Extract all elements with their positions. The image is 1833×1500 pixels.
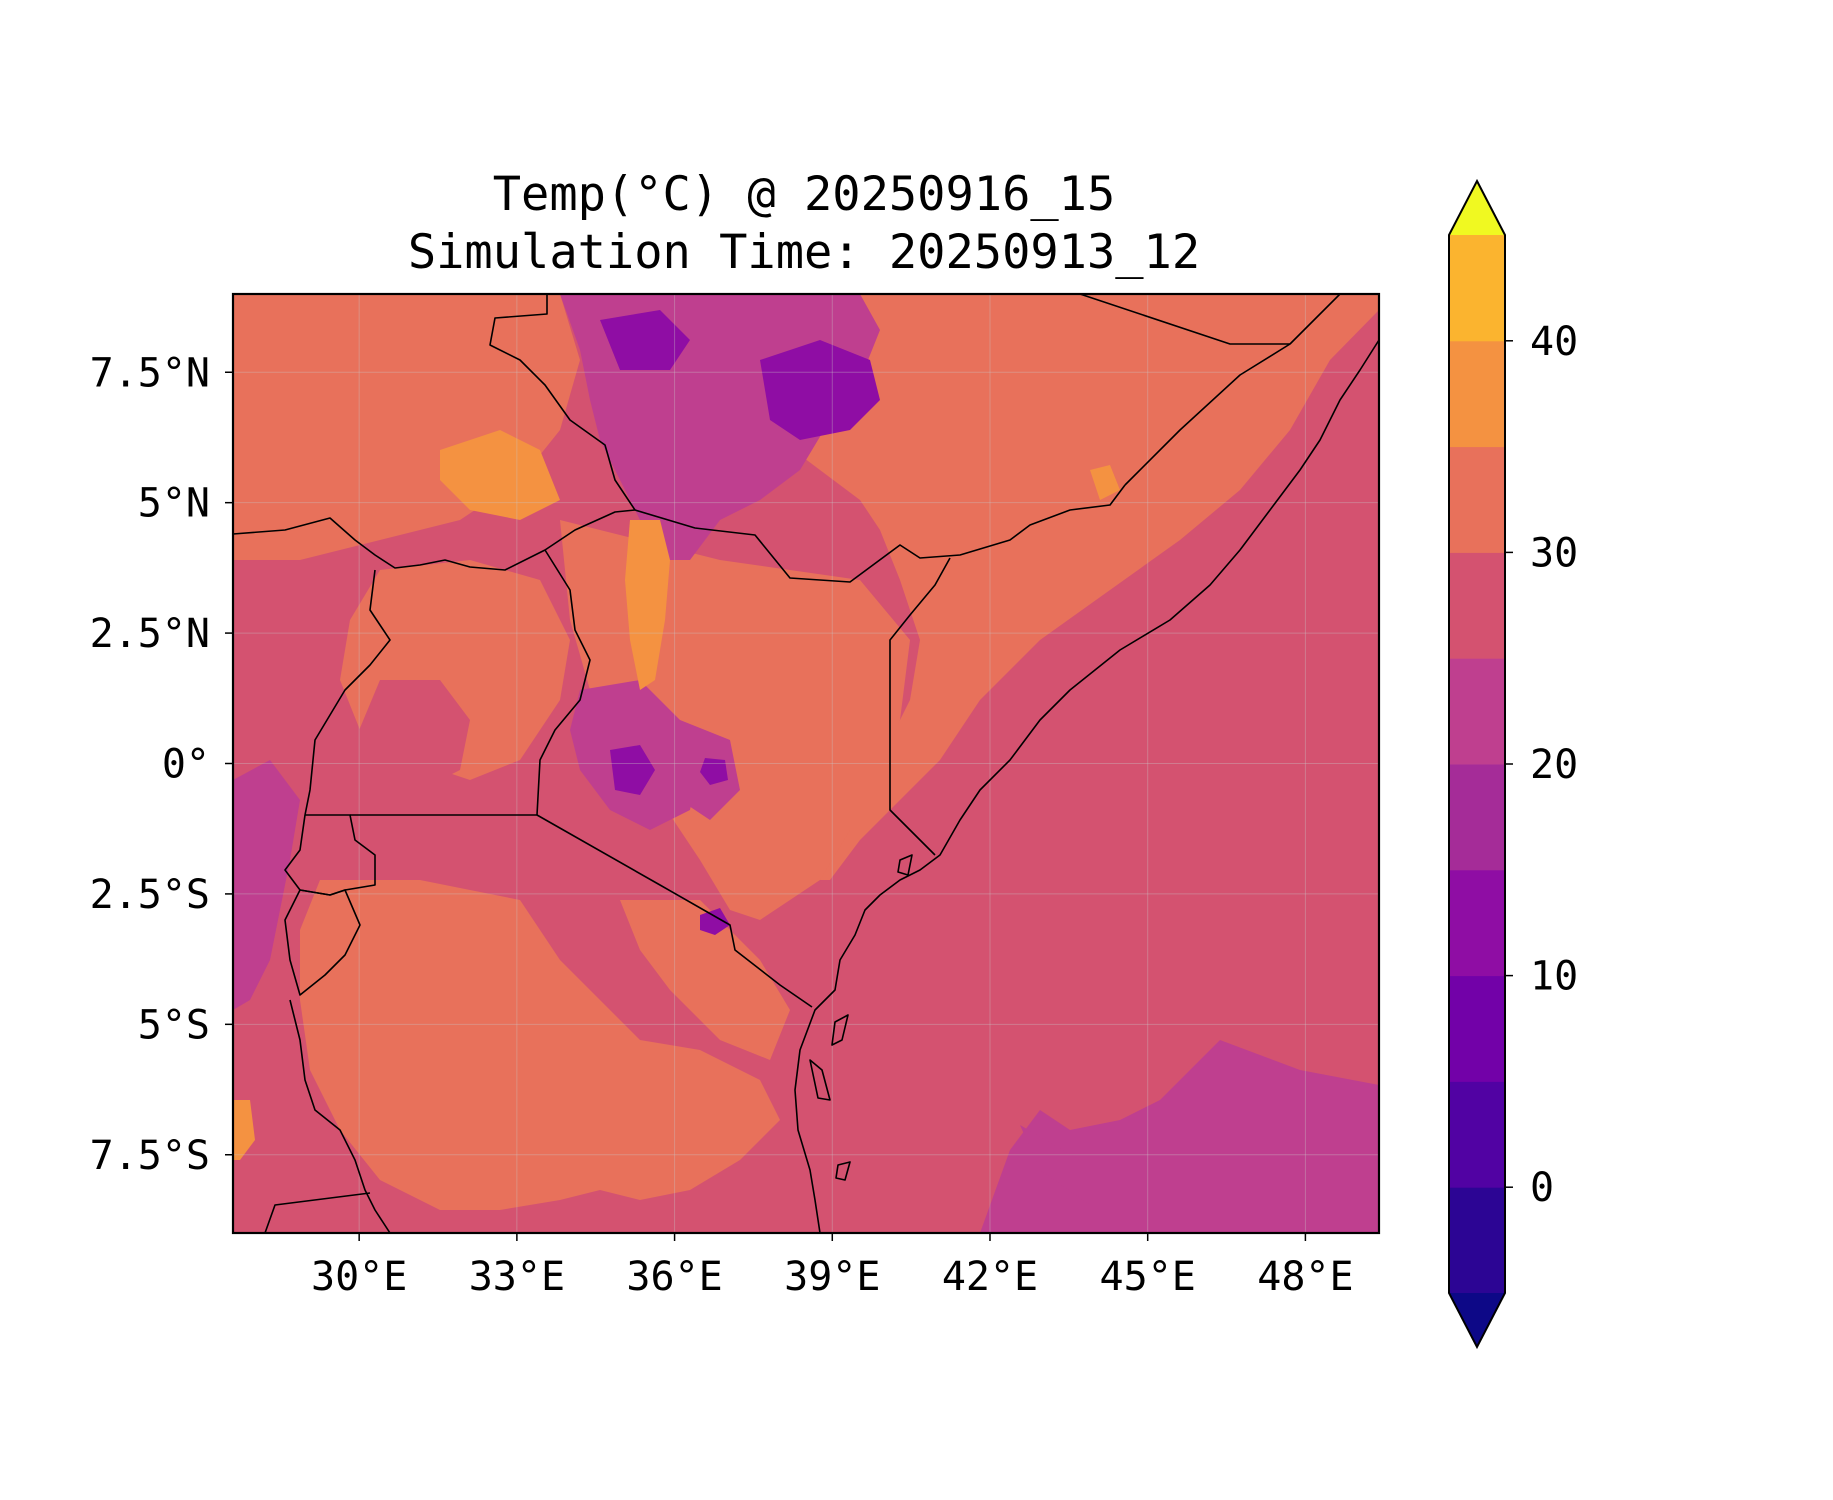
- colorbar-segment: [1449, 764, 1505, 871]
- colorbar-segment: [1449, 1081, 1505, 1188]
- rift-cool-core: [610, 745, 655, 795]
- colorbar-segment: [1449, 235, 1505, 342]
- x-tick-label: 36°E: [626, 1254, 722, 1300]
- colorbar-tick-label: 30: [1530, 530, 1578, 576]
- kilimanjaro-peak: [700, 908, 730, 935]
- y-tick-label: 5°N: [138, 481, 210, 527]
- border-kenya-somalia: [889, 557, 951, 856]
- western-rift-cool: [233, 760, 300, 1010]
- turkana-hot-belt: [625, 520, 670, 690]
- south-sudan-hot-patch: [440, 430, 560, 520]
- colorbar-segment: [1449, 975, 1505, 1082]
- mt-kenya-peak: [700, 758, 728, 785]
- lake-victoria-region: [355, 680, 470, 790]
- colorbar-outline: [1448, 178, 1506, 1350]
- border-burundi: [284, 889, 361, 996]
- border-ethiopia-somalia: [1124, 294, 1341, 486]
- colorbar-segment: [1449, 869, 1505, 977]
- ogaden-hot-spot: [1090, 465, 1120, 500]
- border-south-sudan-uganda: [233, 509, 636, 571]
- y-tick-label: 5°S: [138, 1002, 210, 1048]
- border-tanzania-drc: [289, 999, 391, 1233]
- ethiopian-highland-peaks: [600, 310, 690, 370]
- colorbar-segment: [1449, 658, 1505, 765]
- coastline: [794, 339, 1379, 1233]
- y-tick-label: 7.5°N: [90, 350, 210, 396]
- southeast-ocean-cool-streak: [1020, 1125, 1110, 1205]
- y-tick-label: 2.5°N: [90, 611, 210, 657]
- colorbar-segment: [1449, 1187, 1505, 1294]
- y-tick-label: 0°: [162, 742, 210, 788]
- southwest-hot-spot: [233, 1100, 255, 1160]
- pemba-island: [809, 1059, 831, 1101]
- border-south-sudan-ethiopia: [489, 294, 636, 511]
- colorbar-tick-label: 0: [1530, 1165, 1554, 1211]
- y-axis: 7.5°N 5°N 2.5°N 0° 2.5°S 5°S 7.5°S: [90, 350, 233, 1179]
- colorbar-segment: [1449, 552, 1505, 659]
- border-kenya-tanzania: [536, 814, 813, 1008]
- tanzania-interior: [300, 880, 780, 1210]
- x-tick-label: 39°E: [784, 1254, 880, 1300]
- graticule: [233, 294, 1379, 1233]
- x-axis: 30°E 33°E 36°E 39°E 42°E 45°E 48°E: [311, 1233, 1354, 1300]
- zanzibar-island: [831, 1014, 849, 1046]
- country-borders: [233, 294, 1379, 1233]
- colorbar-tick-label: 40: [1530, 319, 1578, 365]
- border-ethiopia-djibouti: [1079, 294, 1290, 345]
- mafia-island: [835, 1161, 851, 1181]
- tanzania-east-lobe: [620, 900, 790, 1060]
- map-title: Temp(°C) @ 20250916_15: [493, 167, 1116, 222]
- x-tick-label: 42°E: [942, 1254, 1038, 1300]
- y-tick-label: 2.5°S: [90, 872, 210, 918]
- colorbar: 0 10 20 30 40: [1448, 178, 1578, 1350]
- border-uganda-drc: [304, 569, 391, 816]
- colorbar-tick-label: 20: [1530, 742, 1578, 788]
- colorbar-extend-max: [1449, 181, 1505, 235]
- border-uganda-kenya: [536, 549, 591, 816]
- map-area: [233, 294, 1379, 1233]
- border-kenya-ethiopia: [634, 484, 1126, 583]
- colorbar-tick-label: 10: [1530, 954, 1578, 1000]
- lamu-islands: [897, 854, 913, 876]
- northeast-hot-plain: [560, 294, 1379, 880]
- y-tick-label: 7.5°S: [90, 1133, 210, 1179]
- x-tick-label: 45°E: [1100, 1254, 1196, 1300]
- colorbar-extend-min: [1449, 1293, 1505, 1347]
- map-subtitle: Simulation Time: 20250913_12: [408, 225, 1200, 280]
- colorbar-segment: [1449, 446, 1505, 553]
- x-tick-label: 33°E: [469, 1254, 565, 1300]
- ethiopian-highland-peaks: [760, 340, 880, 440]
- x-tick-label: 30°E: [311, 1254, 407, 1300]
- colorbar-segment: [1449, 340, 1505, 448]
- border-tanzania-zambia: [264, 1192, 371, 1233]
- x-tick-label: 48°E: [1257, 1254, 1353, 1300]
